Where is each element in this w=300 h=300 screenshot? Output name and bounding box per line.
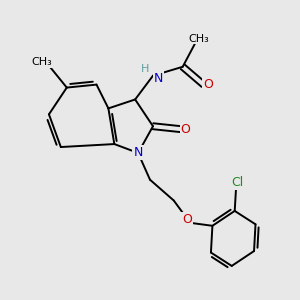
Text: N: N xyxy=(154,72,163,85)
Text: H: H xyxy=(141,64,150,74)
Text: CH₃: CH₃ xyxy=(31,57,52,67)
Text: O: O xyxy=(182,213,192,226)
Text: O: O xyxy=(181,123,190,136)
Text: N: N xyxy=(134,146,143,160)
Text: O: O xyxy=(203,78,213,91)
Text: CH₃: CH₃ xyxy=(189,34,209,44)
Text: Cl: Cl xyxy=(232,176,244,189)
